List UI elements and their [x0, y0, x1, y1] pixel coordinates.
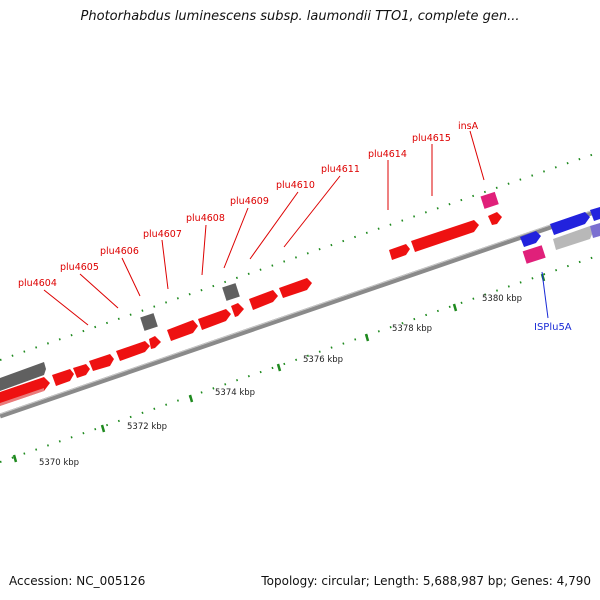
gene-feature: [52, 369, 74, 386]
gene-label: plu4607: [143, 229, 182, 240]
label-leader-blue: [541, 271, 549, 319]
insA-feature: [480, 191, 499, 209]
gene-label: plu4609: [230, 196, 269, 207]
scale-label: 5370 kbp: [39, 458, 79, 468]
gene-feature: [279, 278, 312, 298]
grey-feature: [553, 226, 593, 250]
gene-feature: [73, 364, 90, 378]
accession-text: Accession: NC_005126: [9, 574, 146, 588]
gene-label: plu4608: [186, 213, 225, 224]
gene-label: plu4610: [276, 180, 315, 191]
gene-label: plu4614: [368, 149, 407, 160]
scale-label: 5378 kbp: [392, 324, 432, 334]
gene-feature: [149, 336, 161, 349]
gene-feature: [89, 354, 114, 371]
pseudo-gene-box: [222, 283, 240, 301]
gene-label: plu4611: [321, 164, 360, 175]
gene-label: plu4605: [60, 262, 99, 273]
mobile-element-feature: [550, 212, 590, 235]
genome-backbone: [0, 207, 600, 419]
gene-feature: [116, 341, 150, 361]
gene-feature: [231, 303, 244, 317]
genome-summary-text: Topology: circular; Length: 5,688,987 bp…: [261, 574, 591, 588]
label-leaders: [43, 130, 485, 326]
gene-label: insA: [458, 121, 479, 132]
gene-label: plu4606: [100, 246, 139, 257]
gene-feature: [249, 290, 278, 310]
map-title: Photorhabdus luminescens subsp. laumondi…: [80, 9, 520, 24]
gene-feature: [389, 244, 410, 260]
mobile-element-feature: [590, 207, 600, 221]
gene-feature: [411, 220, 479, 252]
scale-label: 5372 kbp: [127, 422, 167, 432]
backbone-highlight: [0, 207, 600, 415]
gene-label: plu4604: [18, 278, 57, 289]
purple-feature: [590, 223, 600, 238]
gene-feature: [0, 362, 46, 391]
gene-label: plu4615: [412, 133, 451, 144]
scale-label: 5376 kbp: [303, 355, 343, 365]
scale-ticks: [12, 273, 546, 463]
pseudo-gene-box: [140, 313, 158, 331]
mobile-element-feature: [520, 231, 541, 247]
ISPlu5A-feature: [522, 245, 546, 264]
gene-feature: [167, 320, 198, 341]
gene-label: ISPlu5A: [534, 322, 572, 333]
gene-feature: [198, 309, 231, 330]
scale-label: 5380 kbp: [482, 294, 522, 304]
scale-label: 5374 kbp: [215, 388, 255, 398]
gene-feature: [0, 377, 50, 406]
gene-feature: [488, 212, 502, 225]
